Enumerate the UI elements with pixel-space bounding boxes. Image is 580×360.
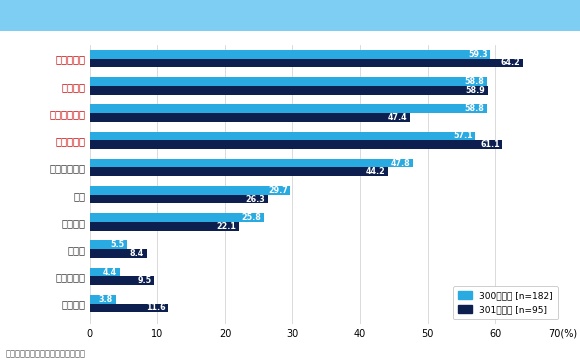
Text: 47.8: 47.8 — [390, 159, 410, 168]
Bar — [90, 131, 476, 140]
Bar — [90, 86, 488, 95]
Text: 61.1: 61.1 — [480, 140, 500, 149]
Text: 9.5: 9.5 — [137, 276, 151, 285]
Text: 59.3: 59.3 — [468, 50, 488, 59]
Bar — [90, 276, 154, 285]
Text: Q1: Q1 — [9, 10, 23, 20]
Bar — [90, 186, 291, 195]
Bar — [90, 195, 267, 203]
Text: 47.4: 47.4 — [387, 113, 407, 122]
Bar — [90, 159, 413, 167]
Text: 11.6: 11.6 — [146, 303, 165, 312]
Bar — [90, 267, 119, 276]
Text: 58.8: 58.8 — [465, 77, 484, 86]
Bar — [90, 113, 410, 122]
Text: 株式会社ラーニングエージェンシー: 株式会社ラーニングエージェンシー — [6, 349, 86, 358]
Text: 4.4: 4.4 — [103, 267, 117, 276]
Text: 57.1: 57.1 — [453, 131, 473, 140]
Text: 8.4: 8.4 — [130, 249, 144, 258]
Bar — [90, 240, 127, 249]
FancyBboxPatch shape — [3, 3, 29, 28]
Text: 5.5: 5.5 — [110, 240, 124, 249]
Text: 58.9: 58.9 — [465, 86, 485, 95]
Bar — [90, 295, 115, 303]
Text: 58.8: 58.8 — [465, 104, 484, 113]
Bar — [90, 167, 389, 176]
Text: 25.8: 25.8 — [241, 213, 262, 222]
Text: 特に注力して取り組みたい育成対象はありますか（複数回答）: 特に注力して取り組みたい育成対象はありますか（複数回答） — [35, 10, 213, 20]
Bar — [90, 222, 239, 231]
Text: 3.8: 3.8 — [99, 295, 113, 304]
Bar — [90, 50, 490, 59]
Bar — [90, 249, 147, 258]
Bar — [90, 59, 523, 67]
Bar — [90, 140, 502, 149]
Text: 64.2: 64.2 — [501, 58, 521, 67]
Bar — [90, 303, 168, 312]
Bar — [90, 213, 264, 222]
Legend: 300名以下 [n=182], 301名以上 [n=95]: 300名以下 [n=182], 301名以上 [n=95] — [453, 286, 558, 319]
Bar — [90, 77, 487, 86]
Text: 29.7: 29.7 — [268, 186, 288, 195]
Text: 26.3: 26.3 — [245, 194, 265, 203]
Text: 44.2: 44.2 — [366, 167, 386, 176]
Bar — [90, 104, 487, 113]
Text: 22.1: 22.1 — [216, 222, 237, 231]
